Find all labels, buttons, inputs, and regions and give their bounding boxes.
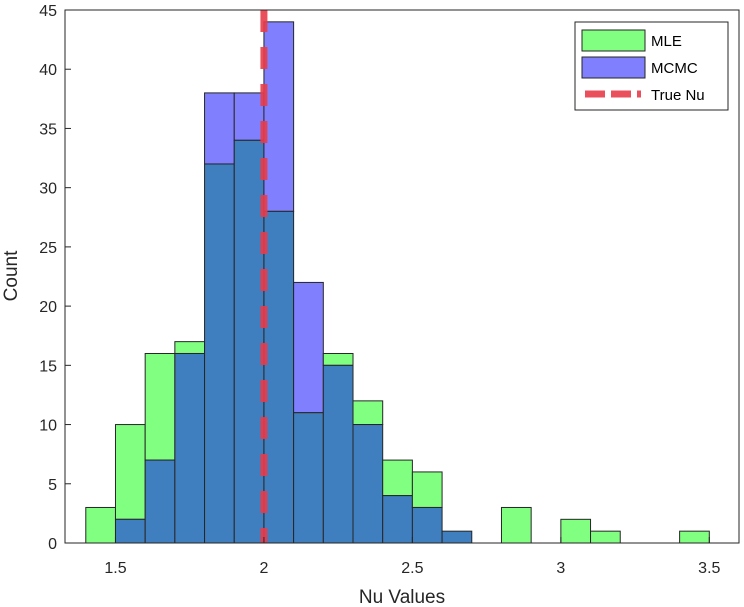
y-tick-label: 35 [39,121,57,138]
bar-mle-bin-0 [85,506,116,544]
y-tick-label: 15 [39,358,57,375]
bar-overlap-bin-2 [144,459,176,544]
bar-mle-bin-14 [500,506,532,544]
x-tick-label: 3.5 [698,560,720,577]
legend-label-mle: MLE [651,33,682,50]
bar-mle-bin-17 [590,530,621,544]
bar-overlap-bin-10 [382,495,413,544]
bar-mle-bin-16 [560,518,592,544]
bar-overlap-bin-8 [322,364,354,544]
bar-overlap-bin-1 [114,518,146,544]
y-axis-title: Count [1,250,22,301]
bar-mle-bin-2 [144,352,176,461]
x-tick-label: 3 [556,560,565,577]
bar-mle-bin-20 [679,530,710,544]
bar-overlap-bin-5 [233,139,265,544]
bar-overlap-bin-6 [263,210,295,544]
legend-label-true-nu: True Nu [651,87,705,104]
plot-area-frame [64,9,740,544]
bar-overlap-bin-4 [204,163,235,544]
bar-overlap-bin-7 [293,412,324,544]
legend-swatch-mle [581,29,646,52]
bar-overlap-bin-3 [174,352,206,544]
bars-layer [85,21,710,544]
y-tick-label: 20 [39,299,57,316]
bar-mcmc-bin-7 [293,281,324,414]
y-tick-label: 0 [48,536,57,553]
bar-mle-bin-3 [174,341,206,354]
y-tick-label: 30 [39,181,57,198]
bar-overlap-bin-9 [352,424,384,544]
legend: MLE MCMC True Nu [574,21,729,111]
bar-mle-bin-11 [411,471,443,508]
axes-layer [64,9,740,544]
bar-mcmc-bin-6 [263,21,295,212]
x-tick-label: 1.5 [104,560,126,577]
bar-mle-bin-9 [352,400,384,426]
bar-mle-bin-10 [382,459,413,497]
x-axis-title: Nu Values [359,587,445,607]
y-tick-label: 10 [39,418,57,435]
bar-overlap-bin-12 [441,530,473,544]
x-tick-label: 2.5 [401,560,423,577]
ticks-layer: 1.5 2 2.5 3 3.5 0 5 10 15 20 25 30 35 40 45 [39,3,720,577]
y-tick-label: 40 [39,62,57,79]
bar-mle-bin-1 [114,424,146,520]
bar-overlap-bin-11 [411,506,443,544]
y-tick-label: 45 [39,3,57,20]
legend-label-mcmc: MCMC [651,60,698,77]
legend-swatch-mcmc [581,56,646,79]
bar-mcmc-bin-5 [233,92,265,141]
y-tick-label: 5 [48,477,57,494]
x-tick-label: 2 [259,560,268,577]
bar-mle-bin-8 [322,352,354,366]
bar-mcmc-bin-4 [204,92,235,165]
y-tick-label: 25 [39,240,57,257]
